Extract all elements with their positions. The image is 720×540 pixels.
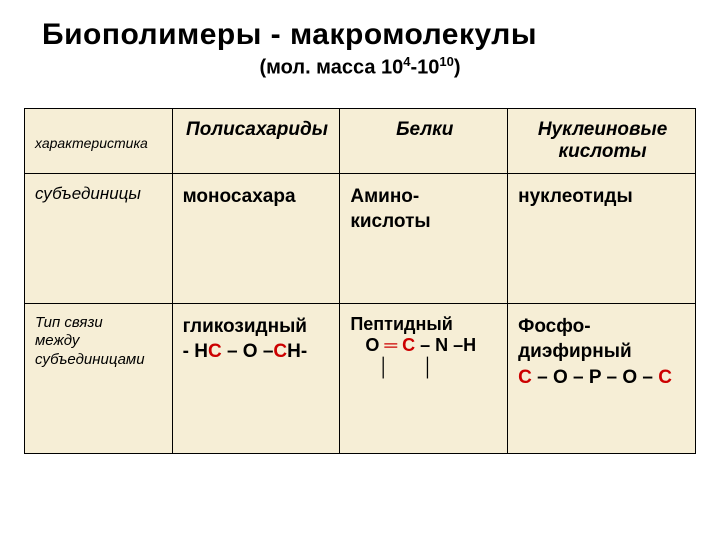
biopolymers-table: характеристика Полисахариды Белки Нуклеи… — [24, 108, 696, 454]
phos-c1: С — [518, 367, 532, 388]
phos-c2: С — [658, 367, 672, 388]
pept-bars: │ │ — [350, 357, 476, 379]
pept-c: С — [402, 335, 415, 355]
bond-label-l1: Тип связи — [35, 314, 103, 331]
phos-l1: Фосфо- — [518, 316, 590, 337]
table-row-bondtype: Тип связи между субъединицами гликозидны… — [25, 303, 696, 453]
cell-monosaccharides: моносахара — [172, 173, 340, 303]
pept-l2a: O — [350, 335, 384, 355]
table-row-header: характеристика Полисахариды Белки Нуклеи… — [25, 108, 696, 173]
glyco-l2a: - H — [183, 341, 208, 362]
bond-label-l2: между — [35, 332, 79, 349]
cell-aminoacids: Амино- кислоты — [340, 173, 508, 303]
peptide-block: Пептидный O ═ С – N –H │ │ — [350, 314, 476, 379]
subtitle-mid: -10 — [411, 57, 440, 79]
cell-amino-l2: кислоты — [350, 211, 430, 232]
bond-label-l3: субъединицами — [35, 351, 145, 368]
pept-l1: Пептидный — [350, 314, 452, 334]
subtitle-text: (мол. масса 10 — [259, 57, 403, 79]
glyco-l1: гликозидный — [183, 316, 307, 337]
header-nucleic-l1: Нуклеиновые — [538, 119, 667, 140]
pept-l2c: – N –H — [415, 335, 476, 355]
slide: Биополимеры - макромолекулы (мол. масса … — [0, 0, 720, 540]
cell-peptide: Пептидный O ═ С – N –H │ │ — [340, 303, 508, 453]
phos-l3b: – O – P – O – — [532, 367, 658, 388]
header-proteins: Белки — [340, 108, 508, 173]
glyco-l2c: – O – — [222, 341, 274, 362]
cell-phosphodiester: Фосфо- диэфирный С – O – P – O – С — [508, 303, 696, 453]
table-row-subunits: субъединицы моносахара Амино- кислоты ну… — [25, 173, 696, 303]
glyco-l2e: H- — [287, 341, 307, 362]
page-title: Биополимеры - макромолекулы — [42, 18, 696, 52]
header-nucleic-l2: кислоты — [559, 141, 647, 162]
header-nucleic-acids: Нуклеиновые кислоты — [508, 108, 696, 173]
subtitle-post: ) — [454, 57, 461, 79]
header-characteristic: характеристика — [25, 108, 173, 173]
glyco-c1: С — [208, 341, 222, 362]
row-label-bondtype: Тип связи между субъединицами — [25, 303, 173, 453]
glyco-c2: С — [273, 341, 287, 362]
page-subtitle: (мол. масса 104-1010) — [24, 54, 696, 80]
subtitle-sup2: 10 — [439, 54, 453, 69]
header-polysaccharides: Полисахариды — [172, 108, 340, 173]
cell-amino-l1: Амино- — [350, 186, 419, 207]
pept-eq: ═ — [384, 335, 397, 355]
cell-nucleotides: нуклеотиды — [508, 173, 696, 303]
cell-glycosidic: гликозидный - HС – O –СH- — [172, 303, 340, 453]
row-label-subunits: субъединицы — [25, 173, 173, 303]
phos-l2: диэфирный — [518, 341, 632, 362]
subtitle-sup1: 4 — [403, 54, 410, 69]
